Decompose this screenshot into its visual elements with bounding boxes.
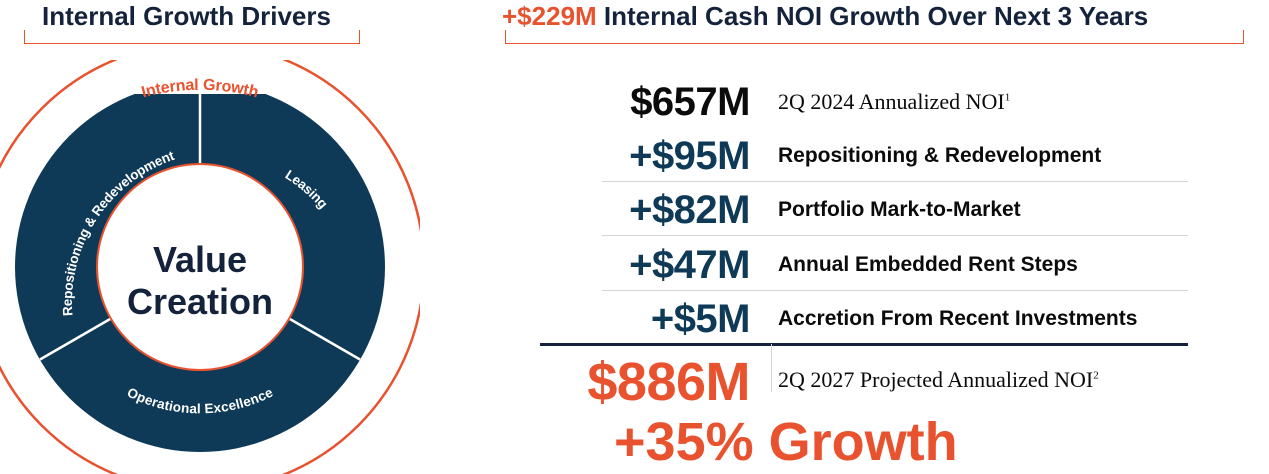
- footnote-marker: 1: [1004, 91, 1011, 104]
- left-title-bracket: [24, 30, 360, 44]
- driver-amount: +$47M: [629, 243, 750, 287]
- value-creation-wheel: Value Creation Internal Growth Repositio…: [0, 60, 420, 474]
- outer-label-gap: [122, 68, 280, 94]
- row-divider: [602, 181, 1188, 182]
- driver-label: Accretion From Recent Investments: [778, 307, 1138, 330]
- growth-percentage: +35% Growth: [614, 412, 958, 472]
- total-divider: [540, 343, 1188, 346]
- growth-amount-highlight: +$229M: [502, 1, 597, 31]
- total-row-rule: [771, 344, 772, 392]
- row-divider: [602, 290, 1188, 291]
- right-panel-title: +$229M Internal Cash NOI Growth Over Nex…: [502, 0, 1148, 32]
- right-title-bracket: [505, 30, 1244, 44]
- segment-divider-right: [288, 317, 361, 361]
- left-panel-title: Internal Growth Drivers: [42, 1, 331, 31]
- center-circle: [96, 163, 304, 371]
- driver-row: +$95M Repositioning & Redevelopment: [540, 130, 1190, 182]
- segment-divider-left: [39, 317, 112, 361]
- right-title-text: Internal Cash NOI Growth Over Next 3 Yea…: [603, 1, 1149, 31]
- driver-label: Repositioning & Redevelopment: [778, 144, 1102, 167]
- driver-row: +$5M Accretion From Recent Investments: [540, 293, 1190, 345]
- center-label-line2: Creation: [127, 281, 273, 322]
- base-noi-amount: $657M: [630, 80, 750, 124]
- driver-row: +$82M Portfolio Mark-to-Market: [540, 184, 1190, 236]
- driver-label: Annual Embedded Rent Steps: [778, 253, 1078, 276]
- center-label-line1: Value: [153, 239, 247, 280]
- footnote-marker: 2: [1093, 369, 1099, 382]
- projected-noi-row: $886M 2Q 2027 Projected Annualized NOI2: [540, 352, 1190, 412]
- driver-amount: +$95M: [629, 134, 750, 178]
- base-noi-label: 2Q 2024 Annualized NOI1: [778, 89, 1011, 114]
- projected-noi-label: 2Q 2027 Projected Annualized NOI2: [778, 367, 1099, 392]
- driver-amount: +$5M: [650, 297, 751, 341]
- base-noi-row: $657M 2Q 2024 Annualized NOI1: [540, 76, 1190, 128]
- driver-row: +$47M Annual Embedded Rent Steps: [540, 239, 1190, 291]
- driver-label: Portfolio Mark-to-Market: [778, 198, 1021, 221]
- projected-noi-amount: $886M: [587, 352, 750, 412]
- row-divider: [602, 235, 1188, 236]
- driver-amount: +$82M: [629, 188, 750, 232]
